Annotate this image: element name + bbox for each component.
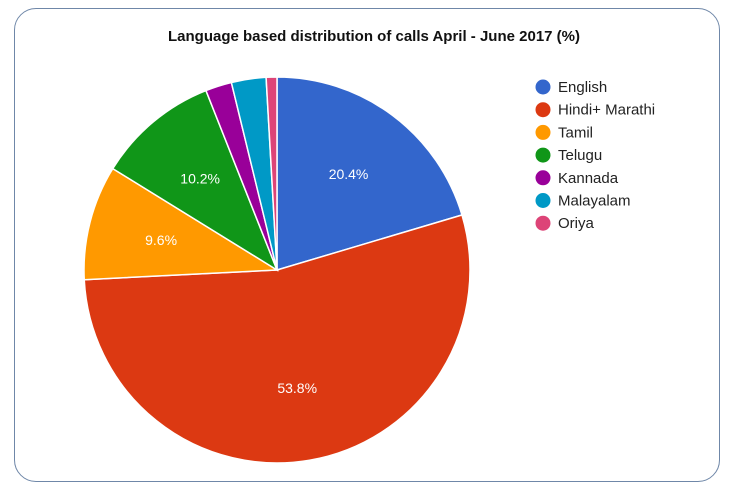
legend-entry: Malayalam	[558, 193, 631, 210]
legend-marker	[535, 102, 551, 118]
legend-entry: Telugu	[558, 147, 602, 164]
legend-entry: Hindi+ Marathi	[558, 102, 655, 119]
legend-entry: Tamil	[558, 124, 593, 141]
data-label: 53.8%	[277, 380, 317, 396]
pie-slice-oriya	[265, 76, 278, 271]
pie-slice-tamil	[83, 167, 280, 281]
legend-entry: Oriya	[558, 215, 594, 232]
legend-marker	[535, 79, 551, 95]
data-label: 20.4%	[329, 166, 369, 182]
pie-slice-hindi-marathi	[83, 214, 471, 464]
pie-slice-telugu	[111, 89, 279, 272]
legend-entry: Kannada	[558, 170, 619, 187]
legend-marker	[535, 124, 551, 140]
pie-slice-english	[276, 76, 463, 272]
data-label: 10.2%	[180, 170, 220, 186]
legend-marker	[535, 193, 551, 208]
chart-title: Language based distribution of calls Apr…	[167, 28, 581, 45]
legend-entry: English	[558, 79, 607, 96]
data-label: 9.6%	[145, 232, 177, 248]
legend-marker	[535, 170, 551, 186]
legend-marker	[535, 215, 551, 231]
legend-marker	[535, 147, 551, 163]
